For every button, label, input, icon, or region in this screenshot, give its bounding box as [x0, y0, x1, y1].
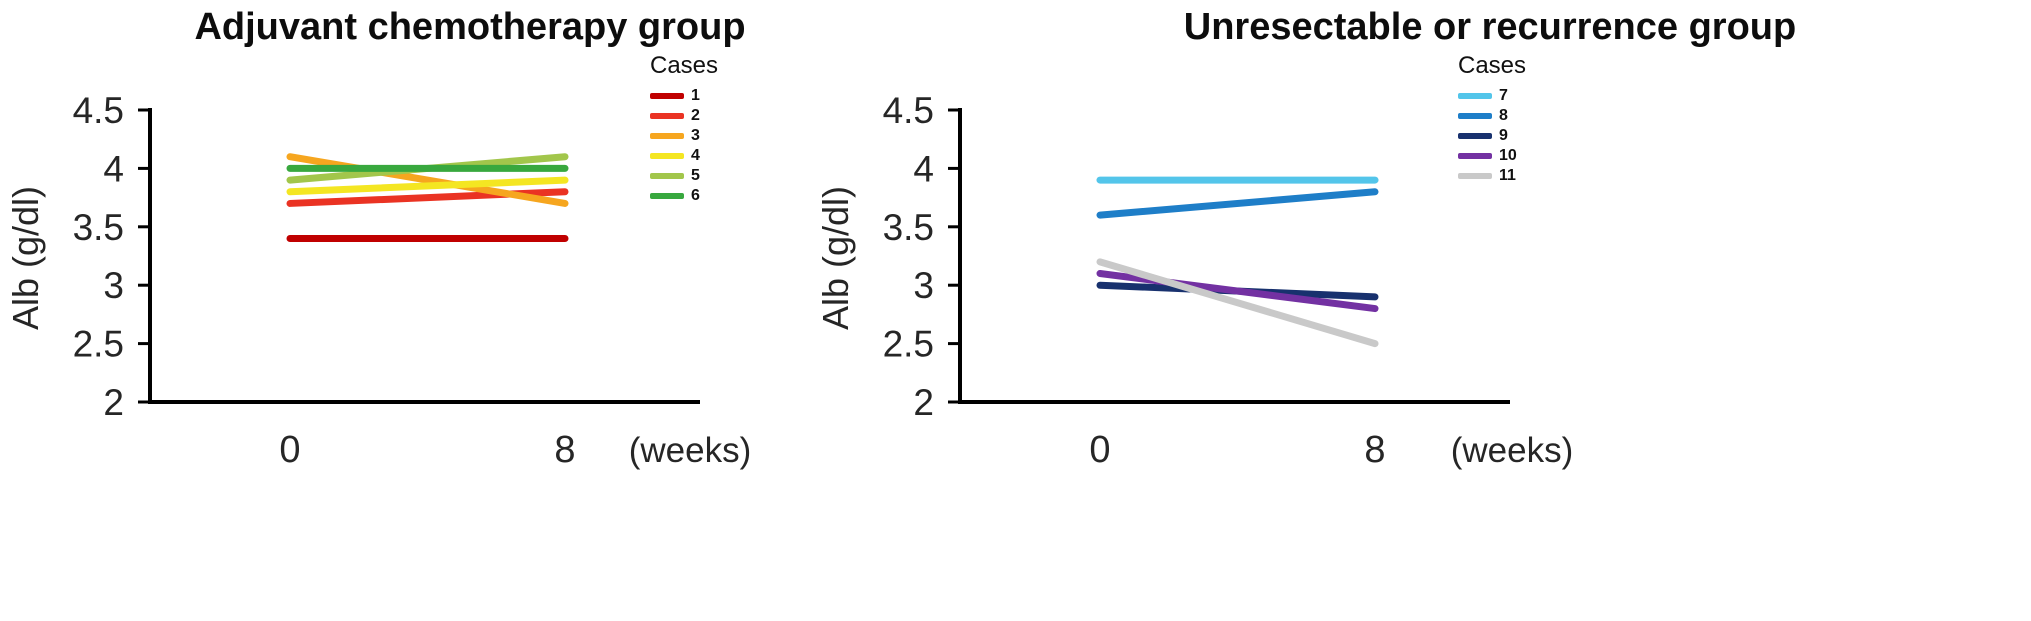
y-tick-label: 3	[103, 265, 124, 306]
legend-unresectable: Cases 7 8 9 10 11	[1458, 52, 1526, 186]
legend-item: 10	[1458, 146, 1526, 166]
legend-swatch	[650, 133, 684, 139]
series-line-case-8	[1096, 188, 1379, 219]
legend-item: 2	[650, 106, 718, 126]
x-axis-unit-label: (weeks)	[629, 431, 752, 470]
legend-item-label: 10	[1499, 147, 1517, 164]
legend-swatch	[1458, 173, 1492, 179]
series-line-case-3	[286, 153, 569, 207]
x-tick-label: 8	[554, 429, 575, 471]
legend-item: 7	[1458, 86, 1526, 106]
y-tick-label: 2	[913, 382, 934, 423]
x-tick-label: 0	[1089, 429, 1110, 471]
legend-item-label: 7	[1499, 87, 1508, 104]
legend-item-label: 4	[691, 147, 700, 164]
y-tick-label: 3.5	[883, 207, 934, 248]
legend-item-label: 9	[1499, 127, 1508, 144]
legend-adjuvant: Cases 1 2 3 4 5 6	[650, 52, 718, 206]
legend-swatch	[650, 153, 684, 159]
chart-title-adjuvant: Adjuvant chemotherapy group	[194, 6, 746, 48]
chart-plot-1: 4.5 4 3.5 3 2.5 2 0 8 (weeks) Alb (g/dl)	[815, 90, 1573, 471]
legend-swatch	[1458, 93, 1492, 99]
y-tick-label: 4.5	[883, 90, 934, 131]
x-axis-unit-label: (weeks)	[1451, 431, 1574, 470]
legend-item-label: 3	[691, 127, 700, 144]
y-tick-label: 4	[913, 148, 934, 189]
legend-item-label: 11	[1499, 167, 1516, 184]
legend-title: Cases	[650, 52, 719, 79]
legend-title: Cases	[1458, 52, 1527, 79]
chart-plot-0: 4.5 4 3.5 3 2.5 2 0 8 (weeks) Alb (g/dl)	[5, 90, 751, 471]
legend-item: 5	[650, 166, 718, 186]
x-tick-label: 0	[279, 429, 300, 471]
y-tick-label: 4.5	[73, 90, 124, 131]
legend-swatch	[650, 173, 684, 179]
legend-item: 6	[650, 186, 718, 206]
chart-title-unresectable: Unresectable or recurrence group	[1183, 6, 1797, 48]
y-tick-label: 4	[103, 148, 124, 189]
legend-swatch	[1458, 133, 1492, 139]
legend-swatch	[1458, 113, 1492, 119]
y-tick-label: 3	[913, 265, 934, 306]
series-line-case-10	[1096, 270, 1379, 313]
legend-item-label: 2	[691, 107, 700, 124]
legend-item-label: 6	[691, 187, 700, 204]
series-line-case-4	[286, 176, 569, 196]
legend-items: 1 2 3 4 5 6	[650, 86, 718, 206]
legend-item: 1	[650, 86, 718, 106]
legend-item-label: 8	[1499, 107, 1508, 124]
legend-item: 4	[650, 146, 718, 166]
x-tick-label: 8	[1364, 429, 1385, 471]
legend-item: 3	[650, 126, 718, 146]
legend-items: 7 8 9 10 11	[1458, 86, 1526, 186]
legend-item-label: 5	[691, 167, 700, 184]
legend-swatch	[650, 193, 684, 199]
legend-item: 11	[1458, 166, 1526, 186]
legend-item-label: 1	[691, 87, 700, 104]
legend-item: 9	[1458, 126, 1526, 146]
y-tick-label: 2	[103, 382, 124, 423]
legend-swatch	[650, 93, 684, 99]
series-line-case-11	[1096, 258, 1379, 348]
legend-swatch	[650, 113, 684, 119]
y-tick-label: 3.5	[73, 207, 124, 248]
y-axis-label: Alb (g/dl)	[815, 186, 856, 330]
legend-item: 8	[1458, 106, 1526, 126]
y-tick-label: 2.5	[883, 324, 934, 365]
y-axis-label: Alb (g/dl)	[5, 186, 46, 330]
legend-swatch	[1458, 153, 1492, 159]
y-tick-label: 2.5	[73, 324, 124, 365]
